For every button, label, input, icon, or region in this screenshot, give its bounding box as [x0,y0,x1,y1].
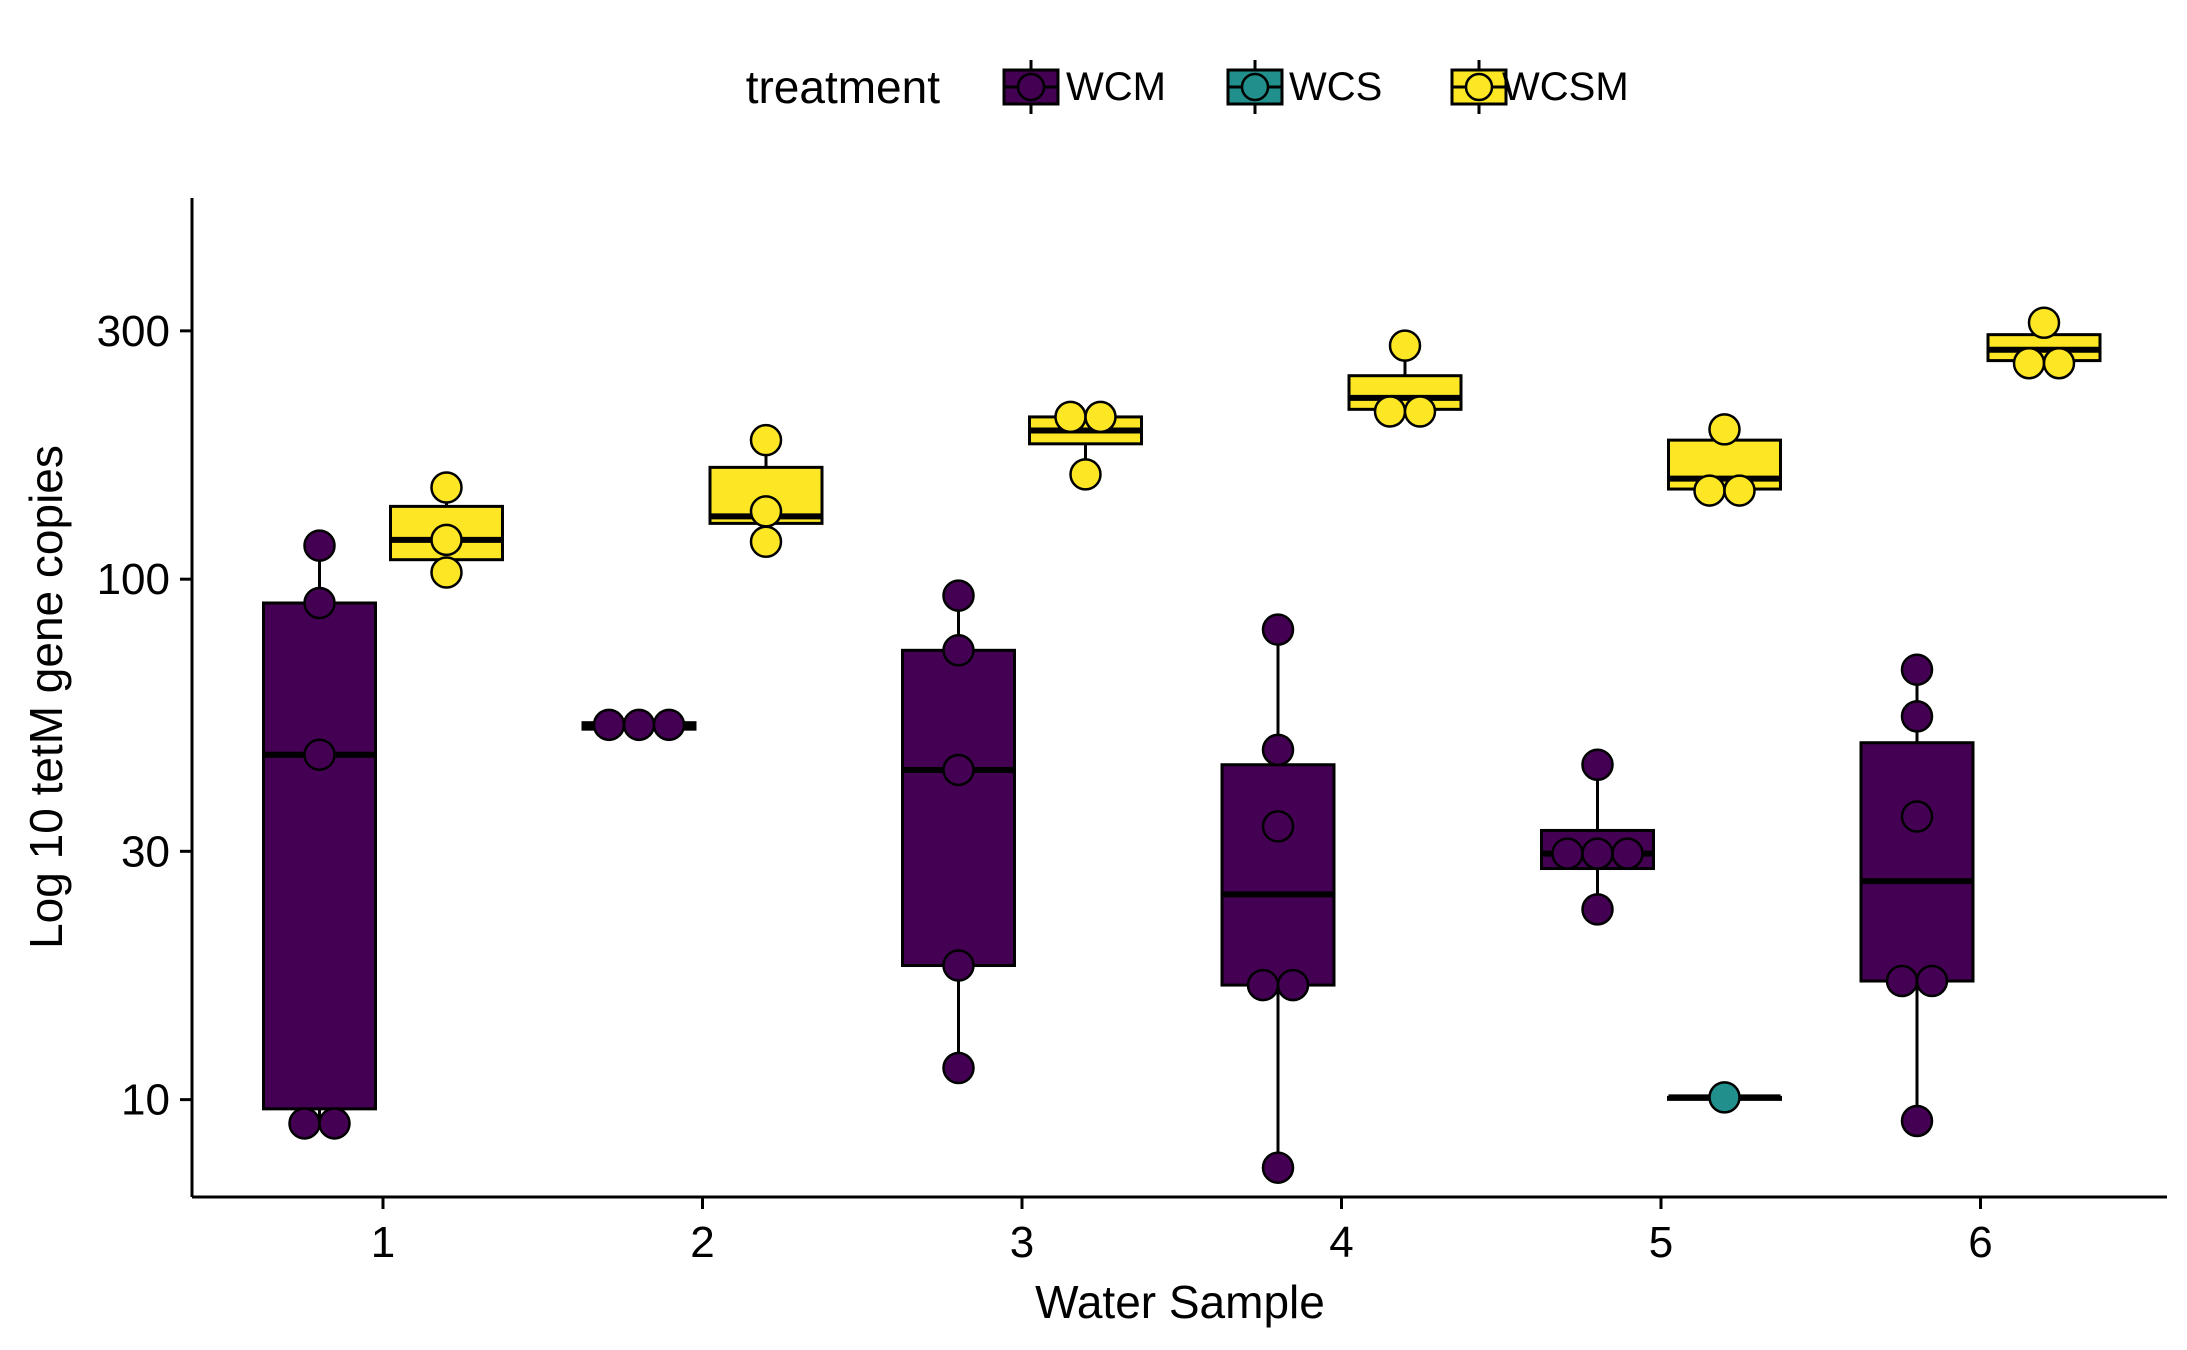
legend-item-wcs: WCS [1226,60,1382,114]
data-point [942,753,975,787]
legend: treatment WCM WCS WCSM [746,60,1629,114]
box-wcsm-sample-6 [1986,306,2102,380]
data-point [2042,346,2076,380]
box-wcs-sample-5 [1667,1081,1782,1114]
data-point [318,1107,351,1140]
legend-key-point [1240,72,1270,102]
x-tick-label: 6 [1968,1218,1992,1267]
data-point [430,471,463,504]
data-point [1069,458,1102,491]
data-point [1708,413,1741,446]
data-point [1261,733,1295,767]
box-wcm-sample-5 [1540,748,1655,926]
legend-label: WCM [1066,65,1166,109]
data-point [1276,968,1310,1002]
data-point [1261,613,1295,646]
data-point [1581,748,1614,781]
data-point [622,708,656,742]
x-tick-label: 5 [1649,1218,1673,1267]
data-point [1885,964,1919,998]
data-point [288,1107,321,1140]
box-body [1347,374,1463,411]
y-tick-label: 10 [121,1076,170,1125]
box-body [901,648,1016,968]
data-point [303,738,336,771]
legend-label: WCSM [1502,65,1629,109]
data-point [430,556,463,589]
data-point [1708,1081,1741,1114]
data-point [942,949,975,982]
data-point [2012,346,2046,380]
data-point [1261,810,1295,843]
data-point [1261,1151,1295,1184]
axes: 10 30 100 300 1 2 3 4 5 6 Water Sample Log 10 te… [20,198,2167,1328]
box-wcsm-sample-3 [1028,400,1143,491]
box-wcm-sample-2 [581,708,697,742]
data-point [1084,400,1117,434]
data-point [1551,837,1584,870]
y-tick-label: 300 [97,307,170,356]
box-body [262,601,377,1111]
legend-item-wcm: WCM [1002,60,1166,114]
data-point [1723,474,1756,507]
x-ticks: 1 2 3 4 5 6 [371,1197,1993,1267]
box-body [1859,741,1975,983]
legend-key-point [1464,72,1494,102]
data-point [1388,329,1422,362]
y-tick-label: 100 [97,555,170,604]
legend-item-wcsm: WCSM [1450,60,1629,114]
data-point [1403,395,1437,428]
data-point [303,529,336,562]
data-point [1581,893,1614,926]
data-point [942,579,975,612]
legend-label: WCS [1289,65,1382,109]
x-tick-label: 3 [1010,1218,1034,1267]
box-wcm-sample-3 [901,579,1016,1085]
box-wcsm-sample-5 [1667,413,1782,507]
data-point [749,495,783,528]
y-ticks: 10 30 100 300 [97,307,192,1125]
data-point [1915,964,1949,998]
data-point [303,586,336,620]
box-wcsm-sample-4 [1347,329,1463,428]
box-wcsm-sample-2 [708,423,824,559]
data-point [2027,306,2061,339]
box-body [1667,438,1782,491]
x-tick-label: 1 [371,1218,395,1267]
data-point [1900,1104,1934,1138]
data-point [652,708,686,742]
x-axis-title: Water Sample [1035,1276,1325,1328]
box-wcm-sample-6 [1859,653,1975,1138]
data-point [1900,800,1934,833]
data-point [942,1051,975,1085]
box-wcsm-sample-1 [389,471,504,589]
data-point [1611,837,1644,870]
box-wcm-sample-1 [262,529,377,1140]
data-point [1900,700,1934,733]
plot-area [262,306,2102,1184]
data-point [749,423,783,457]
x-tick-label: 4 [1329,1218,1353,1267]
box-wcm-sample-4 [1220,613,1336,1184]
x-tick-label: 2 [690,1218,714,1267]
data-point [1581,837,1614,870]
legend-entries: WCM WCS WCSM [1002,60,1629,114]
data-point [1246,968,1280,1002]
data-point [592,708,626,742]
legend-key-point [1016,72,1046,102]
data-point [1054,400,1087,434]
data-point [1693,474,1726,507]
legend-title: treatment [746,61,941,113]
y-axis-title: Log 10 tetM gene copies [20,445,72,949]
box-body [1220,763,1336,987]
y-tick-label: 30 [121,827,170,876]
data-point [749,525,783,559]
data-point [1900,653,1934,686]
data-point [942,634,975,667]
data-point [1373,395,1407,428]
data-point [430,523,463,557]
